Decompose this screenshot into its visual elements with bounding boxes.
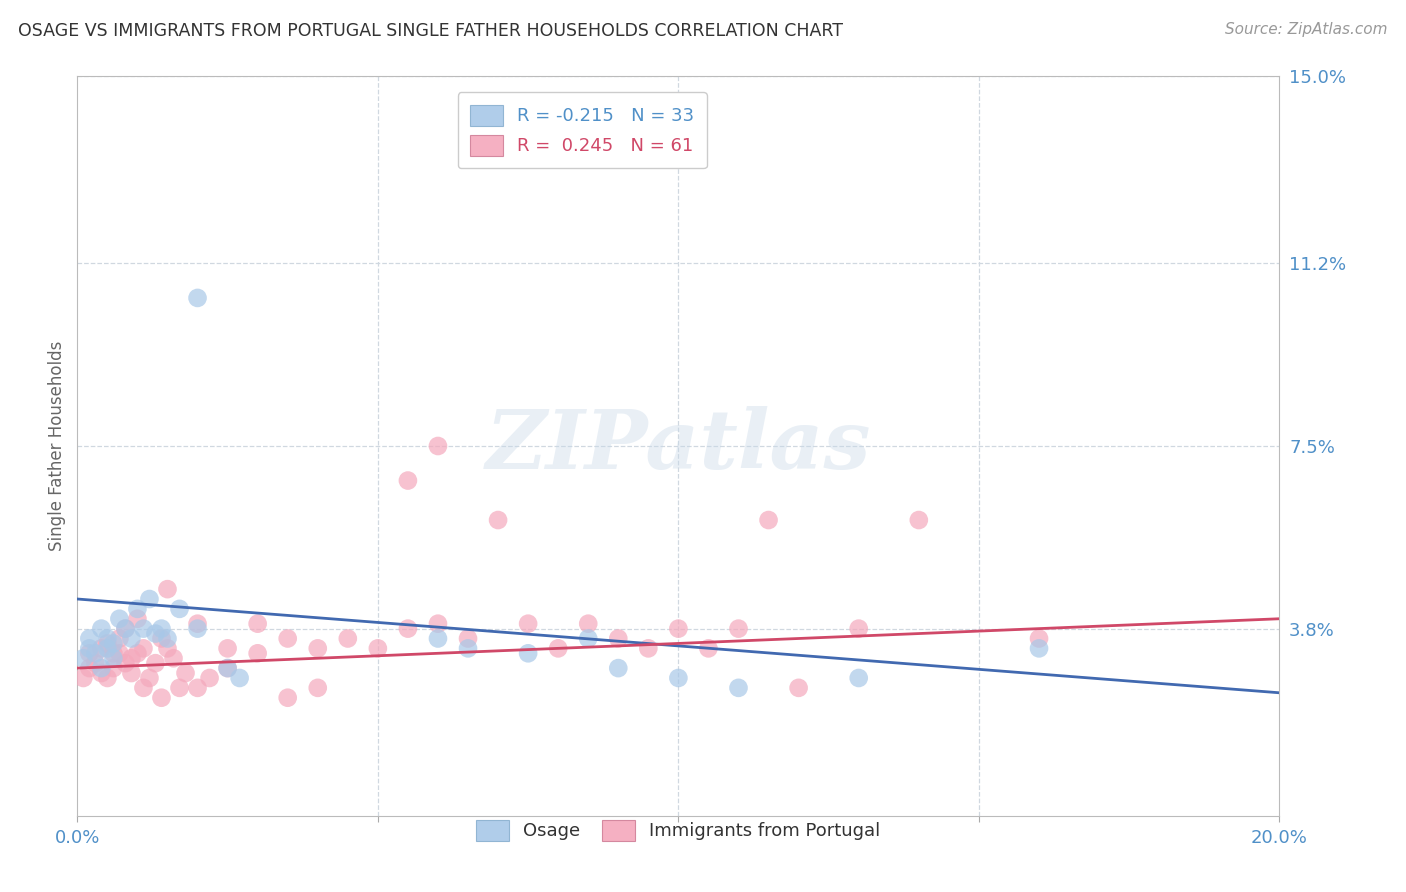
Point	[607, 632, 630, 646]
Point	[367, 641, 389, 656]
Point	[1028, 641, 1050, 656]
Point	[228, 671, 250, 685]
Point	[547, 641, 569, 656]
Point	[217, 641, 239, 656]
Point	[427, 439, 450, 453]
Point	[908, 513, 931, 527]
Point	[1028, 632, 1050, 646]
Point	[162, 651, 184, 665]
Point	[96, 632, 118, 646]
Point	[517, 616, 540, 631]
Point	[186, 681, 209, 695]
Point	[336, 632, 359, 646]
Point	[727, 681, 749, 695]
Point	[84, 646, 107, 660]
Point	[150, 690, 173, 705]
Text: OSAGE VS IMMIGRANTS FROM PORTUGAL SINGLE FATHER HOUSEHOLDS CORRELATION CHART: OSAGE VS IMMIGRANTS FROM PORTUGAL SINGLE…	[18, 22, 844, 40]
Point	[396, 622, 419, 636]
Point	[758, 513, 780, 527]
Point	[103, 636, 125, 650]
Point	[145, 626, 167, 640]
Point	[186, 616, 209, 631]
Point	[79, 632, 101, 646]
Point	[108, 632, 131, 646]
Point	[186, 291, 209, 305]
Point	[246, 646, 269, 660]
Point	[668, 622, 690, 636]
Point	[217, 661, 239, 675]
Point	[108, 646, 131, 660]
Point	[138, 671, 160, 685]
Point	[132, 681, 155, 695]
Point	[72, 671, 94, 685]
Point	[457, 632, 479, 646]
Point	[174, 666, 197, 681]
Point	[427, 632, 450, 646]
Point	[517, 646, 540, 660]
Point	[127, 612, 149, 626]
Point	[79, 661, 101, 675]
Point	[103, 646, 125, 660]
Point	[96, 671, 118, 685]
Point	[277, 690, 299, 705]
Point	[132, 622, 155, 636]
Point	[108, 612, 131, 626]
Point	[90, 666, 112, 681]
Point	[186, 622, 209, 636]
Point	[156, 632, 179, 646]
Point	[96, 636, 118, 650]
Text: ZIPatlas: ZIPatlas	[485, 406, 872, 486]
Point	[169, 681, 191, 695]
Point	[114, 622, 136, 636]
Point	[120, 666, 142, 681]
Point	[145, 656, 167, 670]
Point	[150, 622, 173, 636]
Point	[79, 641, 101, 656]
Point	[848, 622, 870, 636]
Point	[576, 632, 599, 646]
Point	[727, 622, 749, 636]
Point	[90, 622, 112, 636]
Point	[79, 646, 101, 660]
Point	[150, 632, 173, 646]
Point	[848, 671, 870, 685]
Point	[246, 616, 269, 631]
Point	[637, 641, 659, 656]
Point	[607, 661, 630, 675]
Point	[114, 656, 136, 670]
Point	[103, 661, 125, 675]
Point	[697, 641, 720, 656]
Point	[156, 641, 179, 656]
Point	[132, 641, 155, 656]
Point	[198, 671, 221, 685]
Point	[486, 513, 509, 527]
Point	[120, 651, 142, 665]
Y-axis label: Single Father Households: Single Father Households	[48, 341, 66, 551]
Point	[84, 656, 107, 670]
Point	[427, 616, 450, 631]
Point	[90, 641, 112, 656]
Point	[120, 632, 142, 646]
Point	[787, 681, 810, 695]
Legend: Osage, Immigrants from Portugal: Osage, Immigrants from Portugal	[470, 813, 887, 848]
Point	[169, 602, 191, 616]
Point	[103, 651, 125, 665]
Text: Source: ZipAtlas.com: Source: ZipAtlas.com	[1225, 22, 1388, 37]
Point	[217, 661, 239, 675]
Point	[457, 641, 479, 656]
Point	[138, 592, 160, 607]
Point	[668, 671, 690, 685]
Point	[277, 632, 299, 646]
Point	[90, 661, 112, 675]
Point	[576, 616, 599, 631]
Point	[396, 474, 419, 488]
Point	[307, 681, 329, 695]
Point	[72, 651, 94, 665]
Point	[307, 641, 329, 656]
Point	[156, 582, 179, 596]
Point	[114, 622, 136, 636]
Point	[96, 641, 118, 656]
Point	[127, 646, 149, 660]
Point	[127, 602, 149, 616]
